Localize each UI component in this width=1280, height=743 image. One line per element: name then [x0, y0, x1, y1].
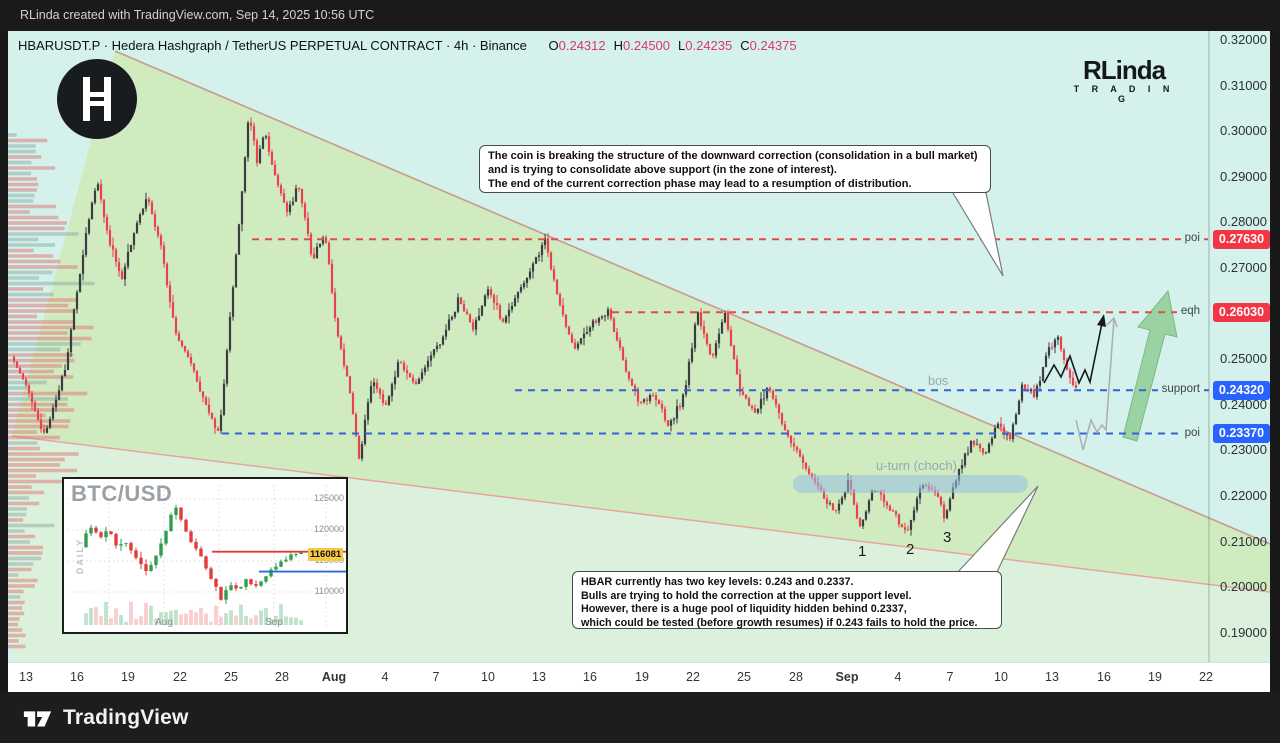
price-tick: 0.31000 — [1220, 77, 1267, 93]
date-label-19: 19 — [1148, 670, 1162, 684]
btc-inset-title: BTC/USD — [71, 481, 173, 506]
note-line: HBAR currently has two key levels: 0.243… — [581, 576, 854, 588]
uturn-choch-label: u-turn (choch) — [876, 458, 957, 473]
date-label-13: 13 — [532, 670, 546, 684]
price-tick: 0.30000 — [1220, 123, 1267, 139]
date-label-22: 22 — [173, 670, 187, 684]
date-label-22: 22 — [686, 670, 700, 684]
bos-label: bos — [928, 374, 949, 388]
ohlc-values: O0.24312 H0.24500 L0.24235 C0.24375 — [541, 38, 797, 53]
tradingview-brand: TradingView — [63, 705, 189, 729]
price-tick: 0.32000 — [1220, 32, 1267, 47]
ohlc-value: 0.24375 — [749, 38, 797, 53]
note-line: which could be tested (before growth res… — [581, 616, 978, 629]
price-tag-poi: 0.23370 — [1213, 424, 1270, 444]
attribution-text: RLinda created with TradingView.com, Sep… — [20, 8, 375, 22]
hedera-h-icon — [83, 77, 111, 121]
price-tick: 0.28000 — [1220, 214, 1267, 230]
rlinda-trading-logo: RLinda T R A D I N G — [1064, 57, 1184, 104]
date-label-19: 19 — [121, 670, 135, 684]
date-label-16: 16 — [1097, 670, 1111, 684]
swing-label-2: 2 — [906, 541, 915, 558]
hedera-logo — [57, 59, 137, 139]
date-label-13: 13 — [19, 670, 33, 684]
ohlc-key: O — [548, 38, 559, 53]
date-label-22: 22 — [1199, 670, 1213, 684]
price-tick: 0.25000 — [1220, 351, 1267, 367]
date-label-4: 4 — [894, 670, 902, 684]
note-line: The end of the current correction phase … — [488, 177, 912, 190]
btc-xtick-Sep: Sep — [265, 617, 283, 628]
note-line: Bulls are trying to hold the correction … — [581, 589, 912, 602]
price-tag-support: 0.24320 — [1213, 380, 1270, 400]
analysis-note-bottom: HBAR currently has two key levels: 0.243… — [572, 571, 1002, 629]
date-label-Aug: Aug — [321, 670, 347, 684]
date-label-7: 7 — [946, 670, 954, 684]
date-label-25: 25 — [224, 670, 238, 684]
btc-inset-chart: BTC/USD DAILY 125000120000115000110000Au… — [62, 477, 348, 634]
date-label-25: 25 — [737, 670, 751, 684]
note-line: However, there is a huge pool of liquidi… — [581, 603, 907, 616]
ohlc-key: H — [613, 38, 624, 53]
date-label-16: 16 — [70, 670, 84, 684]
date-label-4: 4 — [381, 670, 389, 684]
date-label-28: 28 — [275, 670, 289, 684]
note-line: and is trying to consolidate above suppo… — [488, 163, 837, 176]
footer-bar: TradingView — [0, 692, 1280, 743]
btc-inset-canvas — [68, 485, 346, 627]
level-name-eqh: eqh — [1176, 304, 1204, 320]
date-label-19: 19 — [635, 670, 649, 684]
date-label-10: 10 — [481, 670, 495, 684]
price-tick: 0.22000 — [1220, 488, 1267, 503]
symbol-title: HBARUSDT.P · Hedera Hashgraph / TetherUS… — [18, 38, 527, 53]
price-tick: 0.23000 — [1220, 442, 1267, 458]
ohlc-key: L — [678, 38, 686, 53]
symbol-legend[interactable]: HBARUSDT.P · Hedera Hashgraph / TetherUS… — [18, 38, 797, 53]
rlinda-logo-name: RLinda — [1082, 55, 1166, 85]
price-tag-eqh: 0.26030 — [1213, 302, 1270, 322]
swing-label-3: 3 — [943, 529, 952, 546]
time-axis[interactable]: 13 16 19 22 25 28 Aug 4 7 10 13 16 19 22 25 28 Sep 4 7 10 13… — [8, 662, 1270, 692]
ohlc-key: C — [740, 38, 750, 53]
date-label-16: 16 — [583, 670, 597, 684]
note-line: The coin is breaking the structure of th… — [488, 150, 978, 162]
level-name-poi: poi — [1180, 425, 1204, 441]
attribution-bar: RLinda created with TradingView.com, Sep… — [0, 0, 1280, 31]
date-label-13: 13 — [1045, 670, 1059, 684]
ohlc-value: 0.24312 — [558, 38, 606, 53]
date-label-10: 10 — [994, 670, 1008, 684]
analysis-note-top: The coin is breaking the structure of th… — [479, 145, 991, 193]
btc-inset-timeframe: DAILY — [75, 537, 86, 575]
rlinda-logo-subtitle: T R A D I N G — [1073, 84, 1175, 104]
ohlc-value: 0.24500 — [623, 38, 671, 53]
date-label-28: 28 — [789, 670, 803, 684]
btc-xtick-Aug: Aug — [155, 617, 173, 628]
price-tag-poi: 0.27630 — [1213, 229, 1270, 249]
btc-ytick: 110000 — [314, 586, 344, 596]
swing-label-1: 1 — [858, 543, 867, 560]
price-tick: 0.29000 — [1220, 168, 1267, 184]
ohlc-value: 0.24235 — [685, 38, 733, 53]
btc-ytick: 120000 — [313, 524, 344, 534]
chart-pane[interactable]: HBARUSDT.P · Hedera Hashgraph / TetherUS… — [8, 31, 1270, 662]
level-name-support: support — [1157, 382, 1204, 398]
date-label-7: 7 — [432, 670, 440, 684]
btc-price-tag: 116081 — [308, 548, 344, 562]
level-name-poi: poi — [1180, 231, 1204, 247]
price-tick: 0.24000 — [1220, 396, 1267, 412]
price-tick: 0.19000 — [1220, 624, 1267, 640]
price-tick: 0.21000 — [1220, 533, 1267, 549]
price-tick: 0.27000 — [1220, 260, 1267, 275]
btc-ytick: 125000 — [313, 493, 344, 503]
tradingview-icon — [23, 710, 52, 726]
price-tick: 0.20000 — [1220, 579, 1267, 595]
date-label-Sep: Sep — [835, 670, 859, 684]
